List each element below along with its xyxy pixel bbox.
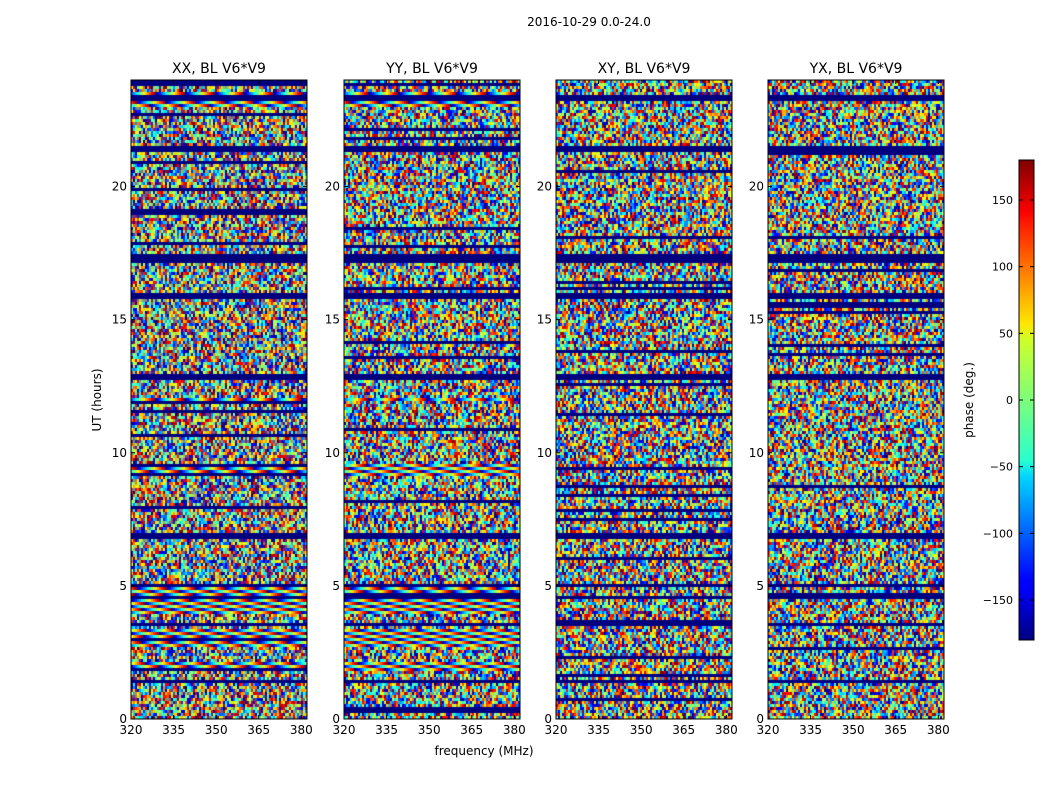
y-tick-label: 15 [112,313,127,327]
x-tick-label: 380 [715,723,738,737]
panel-title: YY, BL V6*V9 [385,61,478,77]
panel-title: YX, BL V6*V9 [809,61,903,77]
y-tick-label: 5 [544,579,552,593]
y-tick-label: 10 [537,446,552,460]
y-tick-label: 20 [537,180,552,194]
colorbar-tick-label: 0 [1006,394,1013,407]
y-tick-label: 20 [112,180,127,194]
colorbar: −150 −100 −50 0 50 100 150 phase (deg.) [962,159,1035,641]
panel-frame [130,79,308,720]
y-tick-label: 0 [119,712,127,726]
y-tick-label: 10 [325,446,340,460]
x-tick-label: 365 [884,723,907,737]
x-tick-label: 320 [120,723,143,737]
x-tick-label: 350 [205,723,228,737]
x-tick-label: 335 [162,723,185,737]
y-tick-label: 5 [332,579,340,593]
panel-frame [555,79,733,720]
x-tick-label: 320 [333,723,356,737]
x-tick-label: 350 [630,723,653,737]
x-tick-label: 335 [375,723,398,737]
panel-xx: XX, BL V6*V9 320 335 350 365 380 0 5 10 15 20 [112,61,313,737]
panel-frame [767,79,945,720]
panel-heatmap [344,80,520,719]
colorbar-tick-label: 50 [999,327,1013,340]
panel-frame [343,79,521,720]
colorbar-tick-label: −100 [983,527,1013,540]
panel-heatmap [768,80,944,719]
x-tick-label: 320 [545,723,568,737]
x-tick-label: 335 [587,723,610,737]
colorbar-label: phase (deg.) [962,362,976,438]
figure-suptitle: 2016-10-29 0.0-24.0 [527,15,651,29]
y-tick-label: 20 [325,180,340,194]
y-tick-label: 10 [112,446,127,460]
colorbar-tick-label: 150 [992,194,1013,207]
y-tick-label: 15 [749,313,764,327]
x-tick-label: 350 [842,723,865,737]
y-tick-label: 15 [325,313,340,327]
y-tick-label: 5 [119,579,127,593]
panel-yy: YY, BL V6*V9 320 335 350 365 380 0 5 10 15 20 [325,61,526,737]
colorbar-tick-label: −50 [990,461,1013,474]
panel-heatmap [556,80,732,719]
y-tick-label: 15 [537,313,552,327]
x-tick-label: 380 [503,723,526,737]
x-tick-label: 365 [247,723,270,737]
y-tick-label: 5 [756,579,764,593]
y-tick-label: 20 [749,180,764,194]
x-tick-label: 365 [460,723,483,737]
panel-heatmap [131,80,307,719]
colorbar-tick-label: −150 [983,594,1013,607]
y-tick-label: 0 [332,712,340,726]
x-tick-label: 320 [757,723,780,737]
x-tick-label: 335 [799,723,822,737]
panel-title: XY, BL V6*V9 [598,61,691,77]
x-tick-label: 365 [672,723,695,737]
colorbar-ticks: −150 −100 −50 0 50 100 150 [983,194,1034,607]
colorbar-tick-label: 100 [992,261,1013,274]
panel-yx: YX, BL V6*V9 320 335 350 365 380 0 5 10 15 20 [749,61,950,737]
panel-title: XX, BL V6*V9 [172,61,266,77]
x-tick-label: 380 [927,723,950,737]
y-axis-label: UT (hours) [90,368,104,431]
y-tick-label: 10 [749,446,764,460]
x-tick-label: 350 [418,723,441,737]
x-tick-label: 380 [290,723,313,737]
panel-xy: XY, BL V6*V9 320 335 350 365 380 0 5 10 15 20 [537,61,738,737]
x-axis-label: frequency (MHz) [434,744,533,758]
y-tick-label: 0 [756,712,764,726]
y-tick-label: 0 [544,712,552,726]
